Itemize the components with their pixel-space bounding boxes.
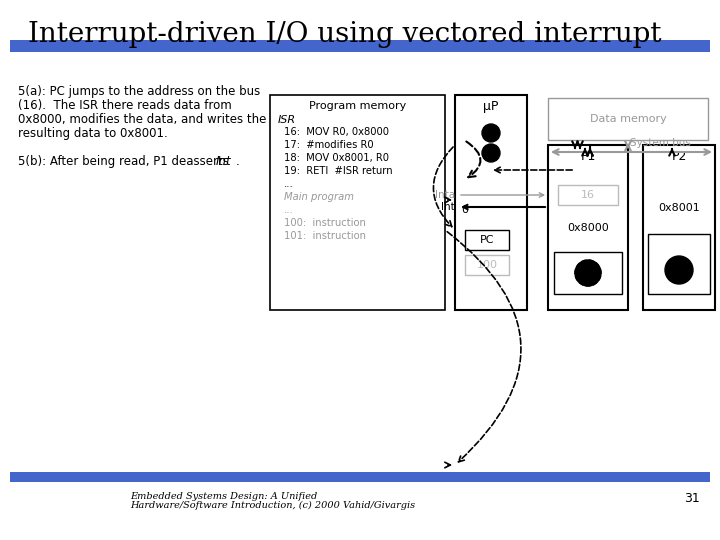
Bar xyxy=(643,145,715,310)
Bar xyxy=(10,472,710,482)
Text: 100:  instruction: 100: instruction xyxy=(284,218,366,228)
Text: System bus: System bus xyxy=(629,138,690,148)
Bar xyxy=(548,145,628,310)
FancyArrowPatch shape xyxy=(445,462,451,468)
Text: 0: 0 xyxy=(461,205,468,215)
Text: Embedded Systems Design: A Unified: Embedded Systems Design: A Unified xyxy=(130,492,318,501)
Bar xyxy=(455,95,527,310)
Text: Data memory: Data memory xyxy=(590,114,667,124)
Text: 16: 16 xyxy=(581,190,595,200)
Text: 5(b): After being read, P1 deasserts: 5(b): After being read, P1 deasserts xyxy=(18,155,233,168)
Text: 5(a): PC jumps to the address on the bus: 5(a): PC jumps to the address on the bus xyxy=(18,85,260,98)
Text: 18:  MOV 0x8001, R0: 18: MOV 0x8001, R0 xyxy=(284,153,389,163)
Bar xyxy=(548,98,708,140)
Text: 31: 31 xyxy=(684,492,700,505)
Text: (16).  The ISR there reads data from: (16). The ISR there reads data from xyxy=(18,99,232,112)
Circle shape xyxy=(482,124,500,142)
Text: .: . xyxy=(236,155,240,168)
Text: 0x8000: 0x8000 xyxy=(567,223,609,233)
Text: 16:  MOV R0, 0x8000: 16: MOV R0, 0x8000 xyxy=(284,127,389,137)
Text: Program memory: Program memory xyxy=(309,101,406,111)
Circle shape xyxy=(575,260,601,286)
Bar xyxy=(465,255,509,275)
Text: Inta: Inta xyxy=(435,190,455,200)
FancyArrowPatch shape xyxy=(445,197,451,203)
Text: resulting data to 0x8001.: resulting data to 0x8001. xyxy=(18,127,168,140)
Circle shape xyxy=(482,144,500,162)
Text: 0x8000, modifies the data, and writes the: 0x8000, modifies the data, and writes th… xyxy=(18,113,266,126)
Bar xyxy=(554,252,622,294)
Text: P1: P1 xyxy=(580,150,595,163)
Text: Interrupt-driven I/O using vectored interrupt: Interrupt-driven I/O using vectored inte… xyxy=(28,22,662,49)
Text: 17:  #modifies R0: 17: #modifies R0 xyxy=(284,140,374,150)
FancyArrowPatch shape xyxy=(467,141,480,177)
Bar xyxy=(648,234,710,294)
Text: Int: Int xyxy=(216,155,232,168)
Text: ISR: ISR xyxy=(278,115,296,125)
Text: 19:  RETI  #ISR return: 19: RETI #ISR return xyxy=(284,166,392,176)
Text: 100: 100 xyxy=(477,260,498,270)
Text: Main program: Main program xyxy=(284,192,354,202)
Text: 101:  instruction: 101: instruction xyxy=(284,231,366,241)
FancyArrowPatch shape xyxy=(433,147,453,227)
Text: P2: P2 xyxy=(671,150,687,163)
Circle shape xyxy=(665,256,693,284)
Bar xyxy=(10,40,710,52)
Text: Int: Int xyxy=(441,202,455,212)
Text: PC: PC xyxy=(480,235,494,245)
Text: ...: ... xyxy=(284,179,294,189)
Bar xyxy=(270,95,445,310)
Text: ...: ... xyxy=(284,205,294,215)
Text: μP: μP xyxy=(483,100,499,113)
Text: Hardware/Software Introduction, (c) 2000 Vahid/Givargis: Hardware/Software Introduction, (c) 2000… xyxy=(130,501,415,510)
Text: 0x8001: 0x8001 xyxy=(658,203,700,213)
Bar xyxy=(465,230,509,250)
FancyArrowPatch shape xyxy=(495,167,572,173)
FancyArrowPatch shape xyxy=(447,232,521,462)
Bar xyxy=(558,185,618,205)
